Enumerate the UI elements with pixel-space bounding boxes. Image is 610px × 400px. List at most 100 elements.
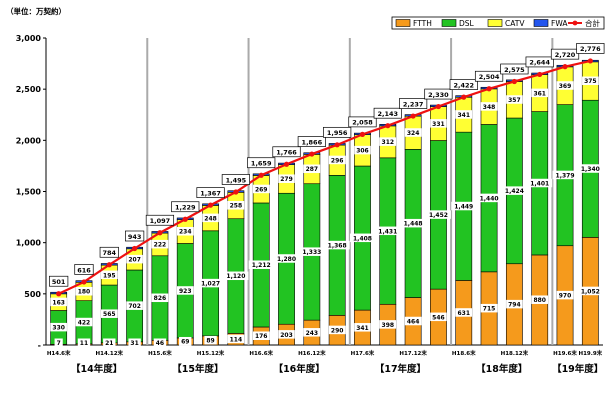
segment-label-bg xyxy=(476,193,502,203)
total-label: 2,330 xyxy=(424,88,453,100)
total-label: 784 xyxy=(99,246,119,258)
segment-value-label: 715 xyxy=(483,306,496,313)
segment-value-label: 11 xyxy=(80,340,88,347)
total-point xyxy=(81,279,87,285)
x-tick-label: H15.12末 xyxy=(197,349,225,357)
segment-value-label: 114 xyxy=(230,336,243,343)
y-tick-label: 500 xyxy=(24,290,41,299)
total-value-label: 2,143 xyxy=(378,110,399,118)
total-label: 2,776 xyxy=(576,43,605,54)
segment-label-bg xyxy=(506,95,523,104)
total-value-label: 1,097 xyxy=(150,217,171,225)
segment-label-bg xyxy=(153,338,167,347)
segment-value-label: 324 xyxy=(407,130,420,137)
segment-label-bg xyxy=(404,316,422,326)
segment-label-dsl: 565 xyxy=(100,309,118,318)
segment-value-label: 1,368 xyxy=(328,243,347,250)
segment-label-bg xyxy=(455,308,473,317)
segment-label-bg xyxy=(204,335,217,345)
total-point xyxy=(56,291,62,297)
total-label-box xyxy=(247,157,276,169)
segment-value-label: 880 xyxy=(533,297,546,304)
segment-value-label: 248 xyxy=(204,215,217,222)
segment-value-label: 923 xyxy=(179,288,192,295)
segment-label-catv: 180 xyxy=(75,286,93,296)
segment-label-dsl: 1,448 xyxy=(400,218,426,228)
segment-value-label: 287 xyxy=(306,166,319,173)
total-label-box xyxy=(49,275,69,287)
total-label: 2,237 xyxy=(399,98,428,109)
segment-label-catv: 324 xyxy=(404,128,422,137)
total-point xyxy=(587,58,593,64)
segment-label-dsl: 1,340 xyxy=(577,164,603,173)
segment-value-label: 330 xyxy=(52,325,65,332)
segment-value-label: 348 xyxy=(483,104,496,111)
segment-label-catv: 163 xyxy=(50,297,67,307)
segment-label-bg xyxy=(248,260,274,269)
segment-label-bg xyxy=(50,297,67,307)
legend-label: FTTH xyxy=(413,19,432,28)
segment-label-bg xyxy=(577,286,603,296)
segment-label-dsl: 1,408 xyxy=(349,233,375,243)
total-value-label: 2,575 xyxy=(504,66,525,74)
x-tick-label: H18.6末 xyxy=(452,349,476,357)
total-label: 1,766 xyxy=(272,146,301,158)
total-value-label: 1,495 xyxy=(226,176,247,184)
legend-swatch-dsl xyxy=(441,19,457,27)
segment-label-catv: 306 xyxy=(354,145,371,155)
total-value-label: 1,766 xyxy=(276,149,297,157)
segment-label-dsl: 1,424 xyxy=(501,186,527,195)
segment-label-catv: 369 xyxy=(556,81,574,90)
segment-value-label: 1,449 xyxy=(454,203,473,210)
legend-swatch-fwa xyxy=(533,19,549,27)
segment-value-label: 207 xyxy=(128,257,141,264)
segment-label-ftth: 290 xyxy=(328,325,346,334)
segment-label-bg xyxy=(278,174,295,183)
x-tick-label: H17.12末 xyxy=(399,349,427,357)
segment-value-label: 794 xyxy=(508,302,521,309)
total-value-label: 1,367 xyxy=(200,189,221,197)
segment-label-ftth: 631 xyxy=(455,308,473,317)
segment-label-ftth: 398 xyxy=(379,320,397,329)
segment-value-label: 1,027 xyxy=(201,281,220,288)
segment-label-bg xyxy=(176,227,194,236)
segment-value-label: 243 xyxy=(306,330,319,337)
total-label-box xyxy=(221,174,250,185)
segment-label-ftth: 114 xyxy=(227,334,245,343)
segment-label-bg xyxy=(126,254,143,264)
segment-label-bg xyxy=(577,164,603,173)
segment-label-bg xyxy=(179,336,192,346)
total-point xyxy=(562,64,568,70)
segment-label-catv: 195 xyxy=(100,270,118,280)
segment-label-bg xyxy=(100,270,118,280)
total-label: 943 xyxy=(125,230,145,242)
segment-label-bg xyxy=(328,155,346,165)
segment-value-label: 312 xyxy=(382,139,395,146)
segment-label-bg xyxy=(349,233,375,243)
segment-label-catv: 258 xyxy=(227,201,245,210)
segment-label-dsl: 1,431 xyxy=(375,226,401,235)
segment-value-label: 1,440 xyxy=(480,195,499,202)
segment-label-bg xyxy=(227,201,245,210)
segment-value-label: 1,212 xyxy=(252,262,271,269)
x-tick-label: H15.6末 xyxy=(148,349,172,357)
legend-marker-total xyxy=(572,20,578,26)
total-label-box xyxy=(74,264,94,275)
segment-value-label: 341 xyxy=(356,325,369,332)
segment-value-label: 279 xyxy=(280,176,293,183)
total-point xyxy=(233,189,239,195)
total-point xyxy=(410,113,416,119)
segment-value-label: 970 xyxy=(559,293,572,300)
total-point xyxy=(511,78,517,85)
segment-label-bg xyxy=(506,299,523,309)
total-label-box xyxy=(550,48,580,60)
segment-label-catv: 287 xyxy=(303,164,321,173)
total-line xyxy=(58,59,591,295)
total-label-box xyxy=(525,56,554,68)
segment-label-bg xyxy=(430,312,447,322)
legend-swatch-ftth xyxy=(395,19,411,27)
segment-label-ftth: 11 xyxy=(77,338,91,347)
total-point xyxy=(385,123,391,129)
total-label: 1,229 xyxy=(171,201,200,213)
total-label: 2,058 xyxy=(348,116,377,128)
